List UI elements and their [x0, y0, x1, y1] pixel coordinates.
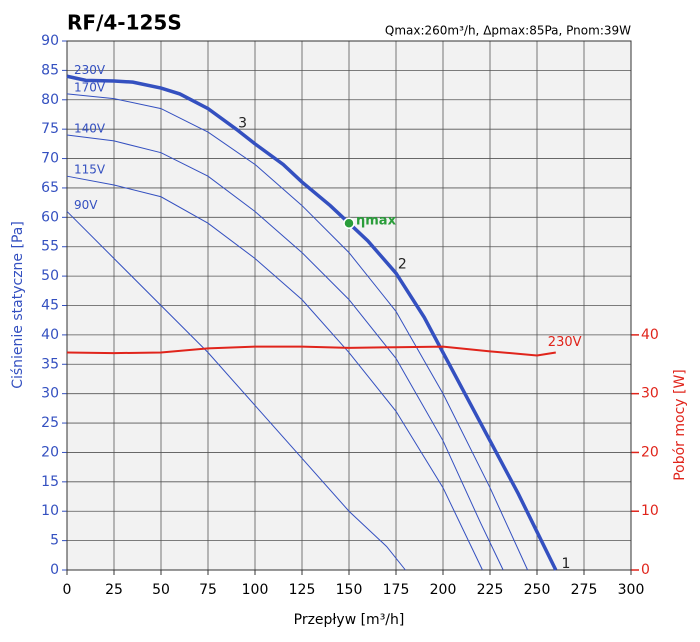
y-tick-label: 75: [41, 121, 59, 137]
x-tick-label: 225: [477, 582, 504, 598]
series-line: [66, 134, 504, 571]
y-tick-label: 35: [41, 356, 59, 372]
annotation: ηmax: [356, 214, 397, 229]
y-tick-label: 30: [41, 386, 59, 402]
x-tick-label: 100: [242, 582, 269, 598]
x-tick-label: 200: [430, 582, 457, 598]
series-line: [66, 175, 483, 571]
x-tick-label: 125: [289, 582, 316, 598]
y2-tick-label: 40: [641, 327, 659, 343]
y-tick-label: 60: [41, 209, 59, 225]
series-label: 115V: [74, 163, 106, 177]
subtitle: Qmax:260m³/h, Δpmax:85Pa, Pnom:39W: [385, 24, 631, 38]
x-tick-label: 250: [524, 582, 551, 598]
y2-tick-label: 30: [641, 386, 659, 402]
x-tick-label: 0: [63, 582, 72, 598]
y-tick-label: 15: [41, 474, 59, 490]
series-line: [66, 211, 406, 571]
series-label: 140V: [74, 122, 106, 136]
x-tick-label: 275: [571, 582, 598, 598]
y2-tick-label: 10: [641, 503, 659, 519]
y-tick-label: 10: [41, 503, 59, 519]
annotation: 1: [561, 556, 570, 572]
series-line: [66, 93, 529, 571]
annotation: 2: [398, 256, 407, 272]
eta-max-point: [343, 217, 355, 229]
y-tick-label: 50: [41, 268, 59, 284]
x-tick-label: 300: [618, 582, 645, 598]
y-tick-label: 5: [50, 533, 59, 549]
y-axis-title: Ciśnienie statyczne [Pa]: [10, 221, 26, 389]
chart-title: RF/4-125S: [67, 11, 182, 35]
series-label: 230V: [548, 335, 582, 350]
y2-tick-label: 0: [641, 562, 650, 578]
x-tick-label: 75: [199, 582, 217, 598]
y-tick-label: 85: [41, 62, 59, 78]
x-tick-label: 175: [383, 582, 410, 598]
y-tick-label: 25: [41, 415, 59, 431]
x-axis-title: Przepływ [m³/h]: [294, 612, 405, 628]
y-tick-label: 90: [41, 33, 59, 49]
y2-axis-title: Pobór mocy [W]: [672, 369, 688, 481]
annotation: 3: [238, 115, 247, 131]
y-tick-label: 65: [41, 180, 59, 196]
series-line: [66, 74, 558, 571]
series-label: 230V: [74, 63, 106, 77]
y-tick-label: 0: [50, 562, 59, 578]
y-tick-label: 20: [41, 444, 59, 460]
y-tick-label: 40: [41, 327, 59, 343]
plot-border: [66, 40, 632, 571]
series-label: 170V: [74, 80, 106, 94]
series-label: 90V: [74, 198, 98, 212]
y-tick-label: 45: [41, 298, 59, 314]
y-tick-label: 55: [41, 239, 59, 255]
y-tick-label: 70: [41, 151, 59, 167]
x-tick-label: 50: [152, 582, 170, 598]
x-tick-label: 150: [336, 582, 363, 598]
series-line: [66, 345, 556, 357]
x-tick-label: 25: [105, 582, 123, 598]
y2-tick-label: 20: [641, 444, 659, 460]
y-tick-label: 80: [41, 92, 59, 108]
